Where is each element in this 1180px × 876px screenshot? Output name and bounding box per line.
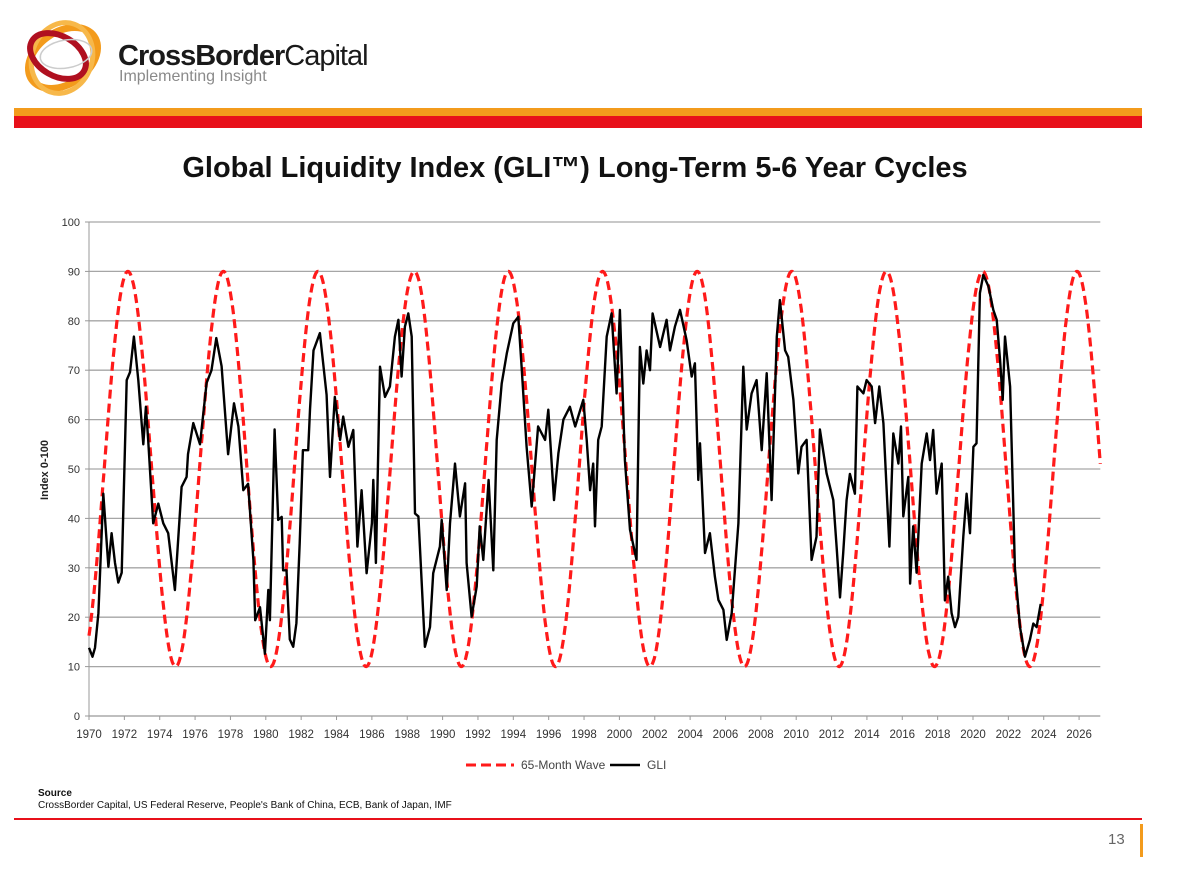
x-tick-label: 1978 [218,729,244,741]
x-tick-label: 1984 [324,729,350,741]
series-gli [87,273,1042,658]
x-tick-label: 2008 [748,729,774,741]
x-tick-label: 1970 [76,729,102,741]
x-tick-label: 1982 [288,729,314,741]
y-axis-label: Index 0-100 [39,440,51,500]
y-tick-labels: 0 10 20 30 40 50 60 70 80 90 100 [62,217,80,723]
x-tick-label: 2018 [925,729,951,741]
crossborder-logo-icon [24,20,102,96]
y-tick-label: 0 [74,711,80,723]
series-65-month-wave [87,269,1102,669]
footer-divider [14,818,1142,820]
x-tick-label: 2026 [1066,729,1092,741]
x-tick-label: 1972 [112,729,138,741]
x-tick-label: 1996 [536,729,562,741]
series-group [87,269,1102,669]
x-tick-label: 1976 [182,729,208,741]
brand-tagline: Implementing Insight [119,68,267,85]
y-tick-label: 70 [68,365,80,377]
x-tick-label: 2020 [960,729,986,741]
y-tick-label: 40 [68,513,80,525]
y-tick-label: 10 [68,662,80,674]
page-number: 13 [1108,831,1125,848]
x-tick-label: 2000 [607,729,633,741]
header-orange-bar [14,108,1142,116]
brand-name: CrossBorderCapital [118,40,369,73]
header-red-bar [14,116,1142,128]
x-tick-labels: 1970 1972 1974 1976 1978 1980 1982 1984 1986 1988… [76,729,1092,741]
x-tick-label: 2022 [996,729,1022,741]
x-tick-label: 2012 [819,729,845,741]
x-tick-label: 2016 [889,729,915,741]
y-tick-label: 80 [68,316,80,328]
slide-title: Global Liquidity Index (GLI™) Long-Term … [182,152,968,184]
y-tick-label: 60 [68,415,80,427]
x-tick-label: 2024 [1031,729,1057,741]
x-tick-label: 2010 [783,729,809,741]
legend-wave-label: 65-Month Wave [521,758,606,772]
x-tick-label: 2006 [713,729,739,741]
x-tick-label: 1998 [571,729,597,741]
legend-gli-label: GLI [647,758,666,772]
y-tick-label: 100 [62,217,80,229]
y-tick-label: 30 [68,563,80,575]
x-tick-label: 2014 [854,729,880,741]
x-tick-label: 2002 [642,729,668,741]
source-label: Source [38,788,72,799]
x-tick-label: 1974 [147,729,173,741]
gridlines [85,221,1101,720]
source-text: CrossBorder Capital, US Federal Reserve,… [38,800,452,811]
x-tick-label: 1986 [359,729,385,741]
x-tick-label: 2004 [677,729,703,741]
y-tick-label: 20 [68,612,80,624]
x-tick-label: 1990 [430,729,456,741]
x-tick-label: 1992 [465,729,491,741]
brand-name-light: Capital [284,40,368,72]
x-tick-label: 1994 [501,729,527,741]
y-tick-label: 90 [68,266,80,278]
page-number-accent [1140,824,1143,857]
y-tick-label: 50 [68,464,80,476]
x-tick-label: 1980 [253,729,279,741]
brand-name-bold: CrossBorder [118,40,285,72]
x-tick-label: 1988 [394,729,420,741]
legend: 65-Month Wave GLI [466,758,666,772]
